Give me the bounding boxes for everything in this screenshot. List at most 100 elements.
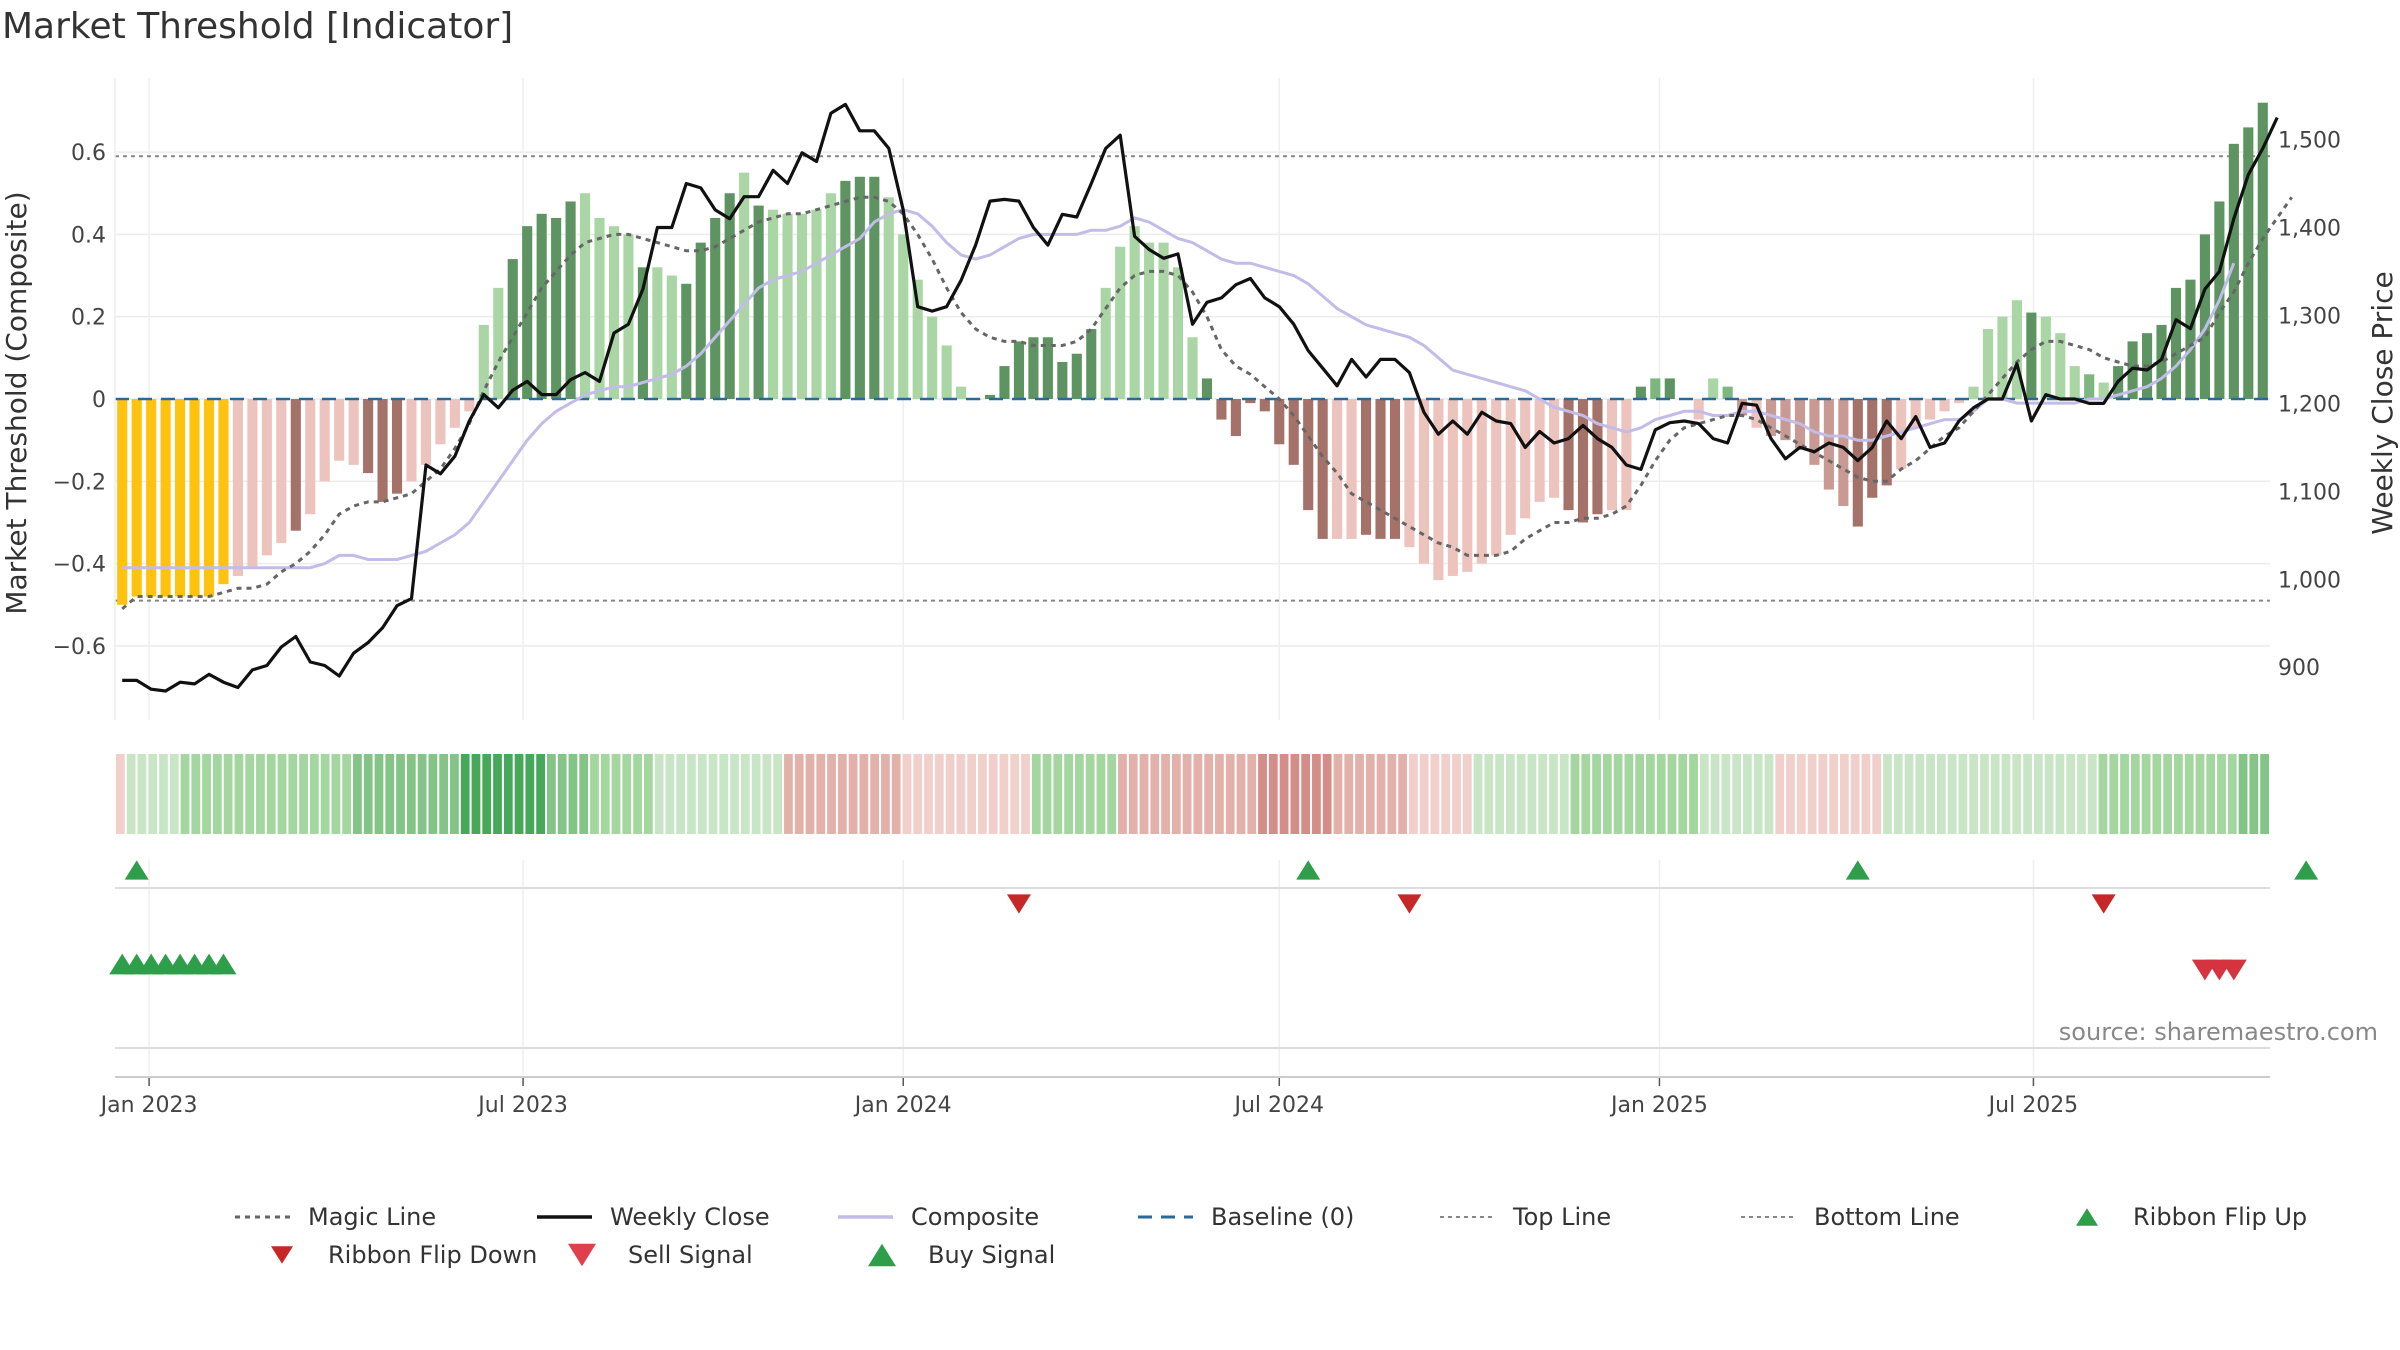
- composite-bar: [449, 399, 460, 428]
- ribbon-segment: [1279, 754, 1289, 834]
- composite-line: [122, 208, 2236, 570]
- composite-bar: [1520, 399, 1531, 519]
- ribbon-segment: [1074, 754, 1084, 834]
- composite-bar: [1360, 399, 1372, 535]
- ribbon-segment: [1753, 754, 1763, 834]
- right-tick-label: 900: [2278, 656, 2320, 681]
- composite-bar: [2156, 324, 2167, 399]
- ribbon-segment: [547, 754, 556, 834]
- ribbon-segment: [913, 754, 923, 834]
- ribbon-segment: [2120, 754, 2129, 834]
- composite-bar: [1274, 399, 1285, 445]
- ribbon-segment: [266, 754, 276, 834]
- legend-swatch: [271, 1246, 293, 1264]
- composite-bar: [391, 399, 403, 494]
- composite-bar: [1071, 353, 1082, 399]
- composite-bar: [218, 399, 229, 585]
- composite-bar: [464, 399, 475, 412]
- ribbon-segment: [417, 754, 427, 834]
- ribbon-flip-down-marker: [1006, 894, 1031, 914]
- ribbon-segment: [568, 754, 578, 834]
- ribbon-segment: [870, 754, 880, 834]
- composite-bar: [232, 399, 243, 576]
- ribbon-segment: [2023, 754, 2032, 834]
- ribbon-segment: [1559, 754, 1569, 834]
- composite-bar: [406, 399, 417, 482]
- ribbon-segment: [837, 754, 847, 834]
- composite-bar: [1187, 337, 1198, 399]
- ribbon-segment: [1150, 754, 1160, 834]
- ribbon-segment: [1355, 754, 1364, 834]
- ribbon-segment: [223, 754, 233, 834]
- ribbon-segment: [288, 754, 298, 834]
- composite-bar: [1476, 399, 1487, 564]
- ribbon-segment: [482, 754, 492, 834]
- legend-item: Baseline (0): [1138, 1203, 1354, 1231]
- composite-bar: [869, 176, 880, 399]
- legend-label: Weekly Close: [610, 1203, 770, 1231]
- ribbon-segment: [1732, 754, 1742, 834]
- composite-bar: [1563, 399, 1574, 511]
- ribbon-segment: [2077, 754, 2086, 834]
- ribbon-segment: [2163, 754, 2173, 834]
- composite-bar: [2257, 102, 2268, 399]
- source-note: source: sharemaestro.com: [2059, 1018, 2378, 1046]
- ribbon-segment: [353, 754, 362, 834]
- ribbon-segment: [1376, 754, 1386, 834]
- composite-bar: [1259, 399, 1270, 412]
- ribbon-segment: [859, 754, 869, 834]
- legend-item: Bottom Line: [1741, 1203, 1960, 1231]
- composite-bar: [739, 172, 750, 399]
- ribbon-segment: [1312, 754, 1321, 834]
- ribbon-segment: [600, 754, 610, 834]
- ribbon-segment: [891, 754, 901, 834]
- ribbon-segment: [848, 754, 858, 834]
- composite-bar: [1129, 226, 1140, 399]
- left-tick-label: −0.2: [53, 470, 106, 495]
- right-tick-label: 1,300: [2278, 304, 2341, 329]
- ribbon-flip-up-marker: [124, 860, 149, 880]
- ribbon-segment: [2109, 754, 2119, 834]
- ribbon-segment: [439, 754, 449, 834]
- composite-bar: [1664, 378, 1675, 399]
- left-tick-label: 0.6: [71, 141, 106, 166]
- composite-bar: [652, 267, 663, 399]
- composite-bar: [666, 275, 677, 399]
- ribbon-segment: [1689, 754, 1698, 834]
- gridlines: [115, 78, 2270, 1075]
- ribbon-segment: [1505, 754, 1515, 834]
- ribbon-segment: [2130, 754, 2140, 834]
- legend-label: Top Line: [1512, 1203, 1611, 1231]
- ribbon-segment: [805, 754, 815, 834]
- composite-bar: [1013, 341, 1025, 399]
- ribbon-segment: [1538, 754, 1548, 834]
- ribbon-segment: [665, 754, 675, 834]
- ribbon-segment: [2001, 754, 2011, 834]
- composite-bar: [1968, 386, 1979, 399]
- composite-bar: [1708, 378, 1719, 399]
- composite-bar: [146, 399, 157, 597]
- ribbon-segment: [1398, 754, 1407, 834]
- ribbon-segment: [159, 754, 168, 834]
- ribbon-segment: [1473, 754, 1483, 834]
- ribbon-segment: [1893, 754, 1903, 834]
- ribbon-segment: [2238, 754, 2248, 834]
- composite-bar: [1332, 399, 1343, 539]
- ribbon-flip-up-marker: [1845, 860, 1870, 880]
- composite-bar: [1288, 399, 1299, 465]
- composite-bar: [1158, 242, 1169, 399]
- ribbon-segment: [622, 754, 632, 834]
- ribbon-segment: [320, 754, 330, 834]
- composite-bar: [348, 399, 359, 465]
- ribbon-segment: [1516, 754, 1526, 834]
- composite-bar: [189, 399, 200, 597]
- composite-bar: [1621, 399, 1632, 511]
- composite-bar: [1086, 329, 1097, 399]
- ribbon-segment: [1786, 754, 1795, 834]
- ribbon-segment: [396, 754, 405, 834]
- composite-bar: [927, 316, 938, 399]
- ribbon-segment: [1215, 754, 1224, 834]
- ribbon-segment: [1840, 754, 1849, 834]
- ribbon-segment: [687, 754, 696, 834]
